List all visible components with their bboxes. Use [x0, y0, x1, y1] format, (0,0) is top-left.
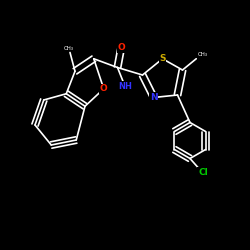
Text: NH: NH: [118, 82, 132, 91]
Text: CH₃: CH₃: [64, 46, 74, 51]
Text: S: S: [159, 54, 166, 63]
Text: CH₃: CH₃: [198, 52, 208, 58]
Text: Cl: Cl: [198, 168, 208, 177]
Text: N: N: [150, 93, 158, 102]
Text: O: O: [118, 43, 125, 52]
Text: O: O: [100, 84, 108, 93]
